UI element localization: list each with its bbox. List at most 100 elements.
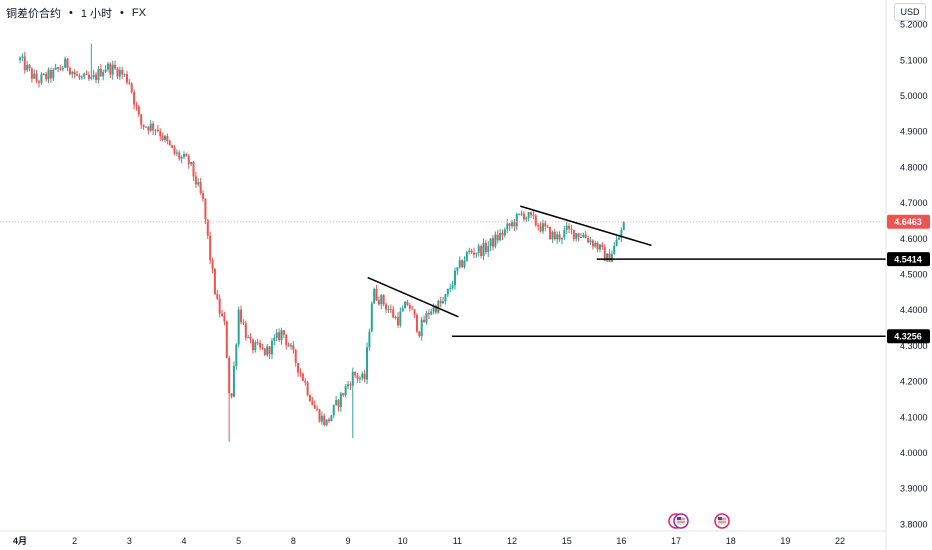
candle	[116, 67, 119, 80]
candle	[461, 259, 464, 268]
candle	[194, 171, 197, 188]
last-price-label[interactable]: 4.6463	[887, 214, 930, 229]
candle	[373, 287, 376, 304]
symbol-title-bar[interactable]: 铜差价合约 • 1 小时 • FX	[6, 5, 146, 21]
candle	[470, 248, 473, 254]
candle	[534, 213, 537, 228]
price-tick-label: 4.2000	[900, 377, 928, 387]
candle	[83, 72, 86, 80]
drawings-layer[interactable]	[0, 205, 886, 337]
candle	[297, 362, 300, 377]
price-axis[interactable]: 5.2000 5.1000 5.0000 4.9000 4.8000 4.7000 4.60…	[887, 20, 930, 530]
candle	[80, 75, 83, 80]
candle	[377, 296, 380, 306]
candle	[594, 240, 597, 249]
candle	[130, 82, 133, 94]
candle	[344, 383, 347, 398]
candle	[54, 63, 57, 71]
candle	[518, 213, 521, 216]
candle	[154, 129, 157, 135]
us-flag-event-icon[interactable]	[714, 513, 730, 529]
candle	[168, 139, 171, 146]
candle	[102, 69, 105, 81]
candle	[313, 400, 316, 409]
candle	[406, 299, 409, 306]
level-price-label[interactable]: 4.3256	[887, 329, 930, 344]
time-axis[interactable]: 4月 2 3 4 5 8 9 10 11 12 15 16 17 18 19 22	[13, 536, 845, 546]
trend-line[interactable]	[367, 276, 459, 318]
candle	[171, 145, 174, 149]
exchange-label: FX	[131, 7, 146, 19]
candle	[399, 307, 402, 328]
candle	[230, 392, 233, 399]
candle	[501, 229, 504, 241]
candle	[596, 241, 599, 253]
candle	[425, 310, 428, 325]
candle	[78, 73, 81, 81]
candle	[622, 221, 625, 231]
candle	[90, 43, 93, 81]
candle	[325, 419, 328, 427]
candle	[133, 89, 136, 110]
candle	[427, 309, 430, 320]
candle	[449, 283, 452, 293]
candle	[366, 342, 369, 385]
candle	[228, 356, 231, 442]
candle	[375, 284, 378, 302]
candle	[560, 237, 563, 245]
time-tick-label: 2	[72, 536, 77, 546]
candle	[301, 372, 304, 382]
candle	[598, 243, 601, 253]
trend-line[interactable]	[520, 205, 652, 247]
earnings-event-icon[interactable]	[668, 513, 689, 529]
candle	[38, 79, 41, 88]
title-separator: •	[69, 7, 73, 19]
price-tick-label: 4.7000	[900, 198, 928, 208]
candle	[125, 70, 128, 85]
candle	[439, 296, 442, 308]
time-tick-label: 5	[236, 536, 241, 546]
candle	[356, 372, 359, 383]
candle	[589, 237, 592, 245]
candle	[128, 79, 131, 86]
candle	[492, 235, 495, 251]
candle	[499, 229, 502, 242]
candle	[415, 313, 418, 334]
candle	[45, 71, 48, 82]
candle	[135, 102, 138, 111]
candle	[487, 241, 490, 257]
level-price-label[interactable]: 4.5414	[887, 252, 930, 267]
candle	[268, 345, 271, 360]
candle	[85, 70, 88, 75]
price-tick-label: 4.8000	[900, 162, 928, 172]
candle	[389, 304, 392, 314]
candle	[64, 56, 67, 68]
candle	[320, 411, 323, 425]
candle	[249, 333, 252, 344]
candle	[503, 227, 506, 238]
candle	[244, 320, 247, 341]
candle	[87, 71, 90, 81]
candle	[368, 328, 371, 351]
candle	[235, 343, 238, 370]
event-markers[interactable]	[668, 513, 730, 529]
candle	[256, 338, 259, 346]
candle	[263, 348, 266, 356]
candle	[601, 241, 604, 250]
candle	[558, 231, 561, 242]
candle	[240, 305, 243, 325]
symbol-name[interactable]: 铜差价合约	[6, 8, 61, 20]
time-tick-label: 22	[835, 536, 845, 546]
interval-label[interactable]: 1 小时	[80, 8, 113, 20]
price-tick-label: 5.0000	[900, 91, 928, 101]
currency-button[interactable]: USD	[894, 3, 926, 21]
time-tick-label: 11	[453, 536, 462, 546]
candle	[423, 315, 426, 323]
candle	[511, 219, 514, 229]
candle	[76, 70, 79, 76]
time-tick-label: 17	[671, 536, 681, 546]
candle	[525, 216, 528, 222]
candle	[330, 414, 333, 422]
